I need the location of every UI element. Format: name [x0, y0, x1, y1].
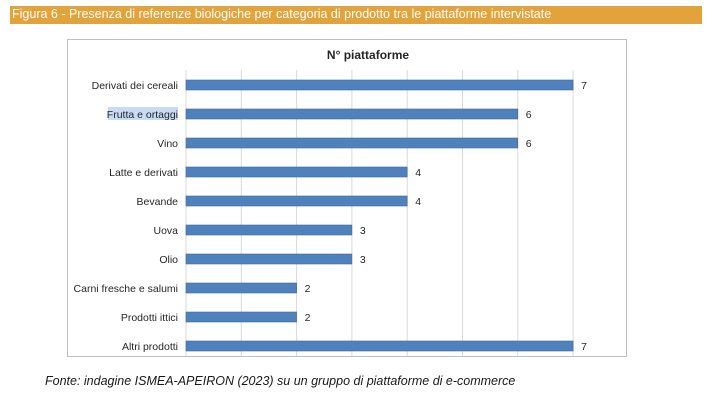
category-label: Carni fresche e salumi [74, 283, 178, 295]
data-label: 4 [415, 196, 421, 208]
category-label: Uova [153, 225, 178, 237]
bar [185, 79, 574, 91]
category-label: Vino [157, 138, 178, 150]
bar [185, 340, 574, 352]
bars [185, 79, 574, 352]
data-label: 7 [581, 341, 587, 353]
figure-caption-bar: Figura 6 - Presenza di referenze biologi… [10, 6, 702, 24]
data-label: 7 [581, 80, 587, 92]
data-label: 3 [360, 254, 366, 266]
label-highlight [108, 107, 178, 120]
bar [185, 311, 297, 323]
category-label: Olio [159, 254, 178, 266]
bar [185, 166, 408, 178]
bar [185, 253, 353, 265]
category-label: Bevande [137, 196, 179, 208]
bar [185, 224, 353, 236]
category-label: Altri prodotti [122, 341, 178, 353]
data-label: 6 [526, 109, 532, 121]
data-label: 2 [305, 283, 311, 295]
data-label: 3 [360, 225, 366, 237]
bar [185, 137, 519, 149]
chart-title: N° piattaforme [327, 48, 409, 62]
chart-area: N° piattaforme Derivati dei cereali 7 Frut… [67, 39, 628, 357]
category-label: Frutta e ortaggi [107, 109, 178, 121]
bar [185, 282, 297, 294]
bar [185, 195, 408, 207]
data-label: 2 [305, 312, 311, 324]
category-label: Prodotti ittici [121, 312, 178, 324]
figure-caption: Figura 6 - Presenza di referenze biologi… [12, 7, 552, 21]
bar-chart: N° piattaforme Derivati dei cereali 7 Frut… [74, 48, 628, 356]
data-label: 4 [415, 167, 421, 179]
source-note: Fonte: indagine ISMEA-APEIRON (2023) su … [45, 374, 516, 388]
category-label: Derivati dei cereali [92, 80, 178, 92]
data-label: 6 [526, 138, 532, 150]
labels: Derivati dei cereali 7 Frutta e ortaggi 6 Vi… [74, 80, 588, 353]
bar [185, 108, 519, 120]
category-label: Latte e derivati [109, 167, 178, 179]
